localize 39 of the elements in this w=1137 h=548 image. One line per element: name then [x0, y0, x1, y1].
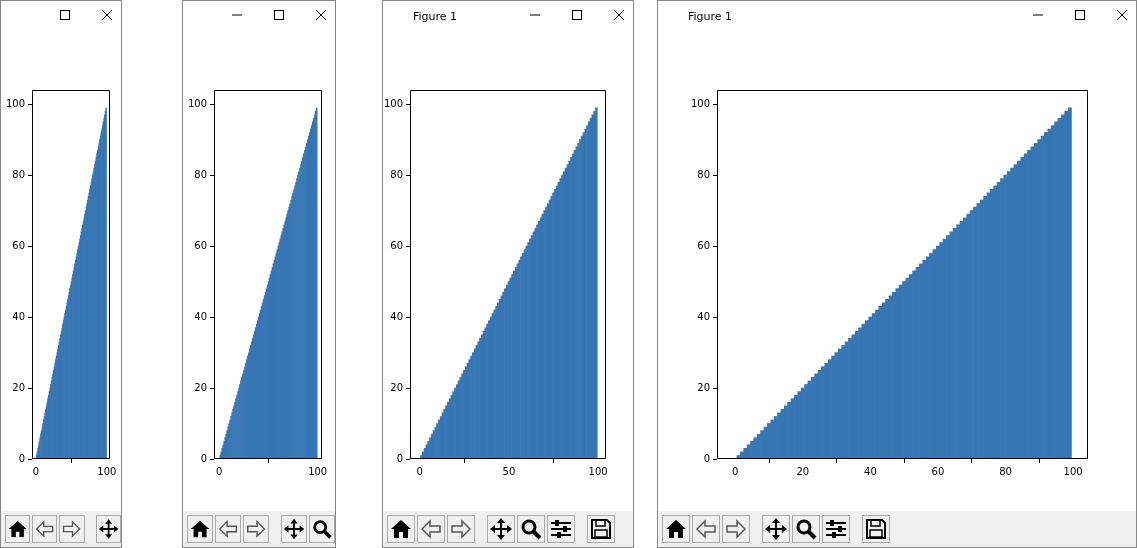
- y-tick-label: 40: [390, 310, 403, 322]
- y-tick-label: 60: [697, 239, 710, 251]
- y-tick-label: 60: [194, 239, 207, 251]
- y-tick-label: 20: [697, 381, 710, 393]
- x-tick-label: 20: [796, 465, 810, 477]
- y-tick-label: 80: [697, 168, 710, 180]
- y-tick-label: 100: [690, 97, 710, 109]
- x-tick-label: 60: [931, 465, 945, 477]
- y-tick-label: 20: [12, 381, 25, 393]
- x-tick-label: 100: [308, 465, 328, 477]
- y-tick-label: 0: [703, 452, 710, 464]
- x-tick-label: 100: [97, 465, 117, 477]
- x-tick-label: 80: [999, 465, 1012, 477]
- y-tick-label: 100: [383, 97, 403, 109]
- y-tick-label: 80: [12, 168, 25, 180]
- chart-title: Figure 1: [688, 10, 733, 23]
- x-tick-label: 0: [416, 465, 423, 477]
- y-tick-label: 60: [390, 239, 403, 251]
- y-tick-label: 100: [5, 97, 25, 109]
- x-tick-label: 50: [502, 465, 516, 477]
- x-tick-label: 0: [32, 465, 40, 477]
- y-tick-label: 60: [12, 239, 25, 251]
- y-tick-label: 20: [390, 381, 403, 393]
- y-tick-label: 40: [12, 310, 25, 322]
- y-tick-label: 20: [194, 381, 207, 393]
- y-tick-label: 80: [390, 168, 403, 180]
- x-tick-label: 40: [864, 465, 877, 477]
- y-tick-label: 100: [187, 97, 207, 109]
- y-tick-label: 40: [194, 310, 207, 322]
- y-tick-label: 80: [194, 168, 207, 180]
- chart-title: Figure 1: [413, 10, 458, 23]
- x-tick-label: 100: [588, 465, 608, 477]
- x-tick-label: 100: [1063, 465, 1083, 477]
- y-tick-label: 0: [18, 452, 25, 464]
- y-tick-label: 0: [200, 452, 207, 464]
- y-tick-label: 40: [697, 310, 710, 322]
- y-tick-label: 0: [396, 452, 403, 464]
- x-tick-label: 0: [732, 465, 739, 477]
- x-tick-label: 0: [216, 465, 223, 477]
